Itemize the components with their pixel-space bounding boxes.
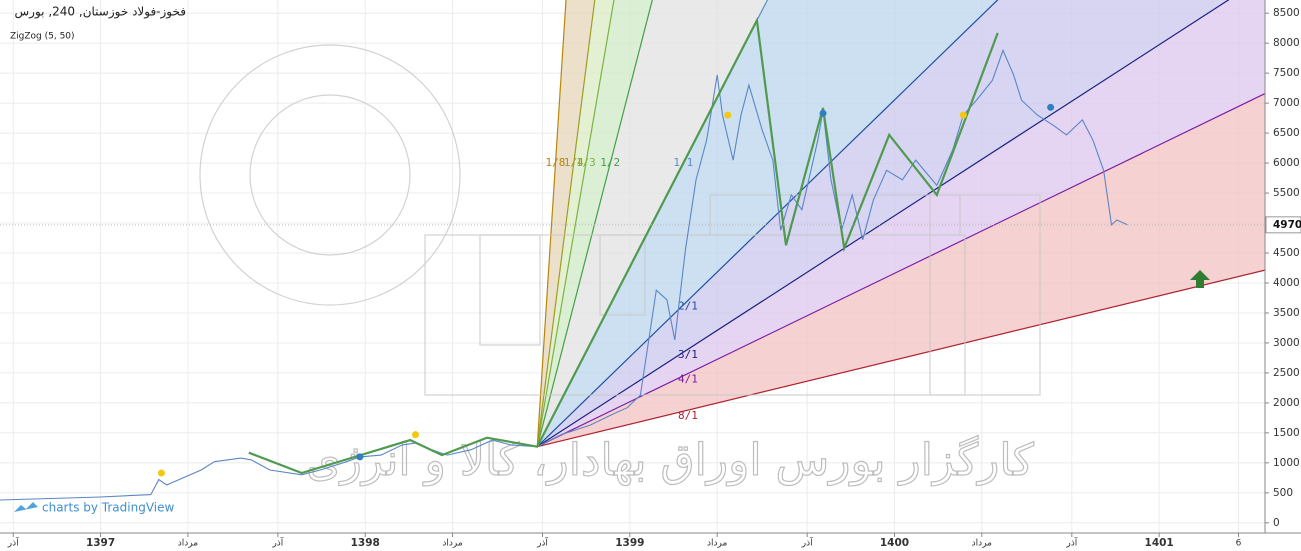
fan-label: 8/1 [678, 409, 698, 422]
pivot-marker [356, 453, 364, 461]
pivot-marker [157, 469, 165, 477]
pivot-marker [1047, 103, 1055, 111]
y-tick-label: 6500 [1273, 127, 1300, 139]
fan-line [537, 269, 1265, 448]
y-tick-label: 4000 [1273, 277, 1300, 289]
y-tick-label: 3500 [1273, 307, 1300, 319]
logo-watermark [199, 44, 1041, 396]
y-tick-label: 3000 [1273, 337, 1300, 349]
y-tick-label: 7000 [1273, 97, 1300, 109]
fan-line [536, 93, 1265, 448]
fan-label: 1/2 [600, 156, 620, 169]
fan-label: 4/1 [678, 373, 698, 386]
y-tick-label: 7500 [1273, 67, 1300, 79]
x-tick-label: مرداد [707, 539, 727, 549]
fan-line [536, 0, 1230, 448]
y-tick-label: 6000 [1273, 157, 1300, 169]
fan-label: 2/1 [678, 299, 698, 312]
fan-label: 1/8 [545, 156, 565, 169]
fan-label: 1/3 [576, 156, 596, 169]
fan-fill [537, 0, 1265, 447]
x-tick-label: 6 [1236, 539, 1242, 549]
arrow-icon [1190, 270, 1210, 288]
y-tick-label: 1500 [1273, 427, 1300, 439]
fan-label: 1/4 [564, 156, 584, 169]
x-tick-label: 1400 [880, 537, 909, 549]
pivot-marker [411, 431, 419, 439]
price-line [0, 48, 1128, 501]
tradingview-icon [14, 502, 38, 512]
y-tick-label: 2000 [1273, 397, 1300, 409]
y-tick-label: 2500 [1273, 367, 1300, 379]
pivot-marker [724, 111, 732, 119]
fan-line [536, 0, 999, 448]
pivot-marker [959, 111, 967, 119]
watermark: charts by TradingView [42, 501, 174, 515]
y-tick-label: 8500 [1273, 7, 1300, 19]
y-tick-label: 1000 [1273, 457, 1300, 469]
zigzag-line [248, 16, 999, 475]
chart-title: فخوز-فولاد خوزستان, 240, بورس [15, 5, 186, 20]
fan-label: 3/1 [678, 348, 698, 361]
x-tick-label: آذر [801, 537, 813, 549]
x-tick-label: 1399 [615, 537, 644, 549]
background-text: کارگزار بورس اوراق بهادار، کالا و انرژی [306, 435, 1034, 486]
x-tick-label: مرداد [178, 539, 198, 549]
axes: 0500100015002000250030003500400045005000… [7, 7, 1301, 549]
x-tick-label: مرداد [442, 539, 462, 549]
y-tick-label: 8000 [1273, 37, 1300, 49]
series-layer [0, 16, 1265, 501]
last-price-box [1265, 216, 1301, 234]
x-tick-label: 1401 [1145, 537, 1174, 549]
subtitle: ZigZog (5, 50) [10, 32, 75, 42]
pivot-marker [819, 109, 827, 117]
x-tick-label: 1397 [86, 537, 115, 549]
y-tick-label: 5500 [1273, 187, 1300, 199]
y-tick-label: 500 [1273, 487, 1293, 499]
x-tick-label: مرداد [972, 539, 992, 549]
x-tick-label: آذر [7, 537, 19, 549]
y-tick-label: 0 [1273, 517, 1280, 529]
y-axis-strip [1265, 0, 1301, 551]
x-tick-label: آذر [271, 537, 283, 549]
y-tick-label: 4500 [1273, 247, 1300, 259]
x-tick-label: آذر [1065, 537, 1077, 549]
x-tick-label: آذر [536, 537, 548, 549]
last-price-label: 4970 [1273, 219, 1301, 231]
x-tick-label: 1398 [351, 537, 380, 549]
gann-fan: 8/14/13/12/11/11/21/31/41/8 [536, 0, 1265, 448]
